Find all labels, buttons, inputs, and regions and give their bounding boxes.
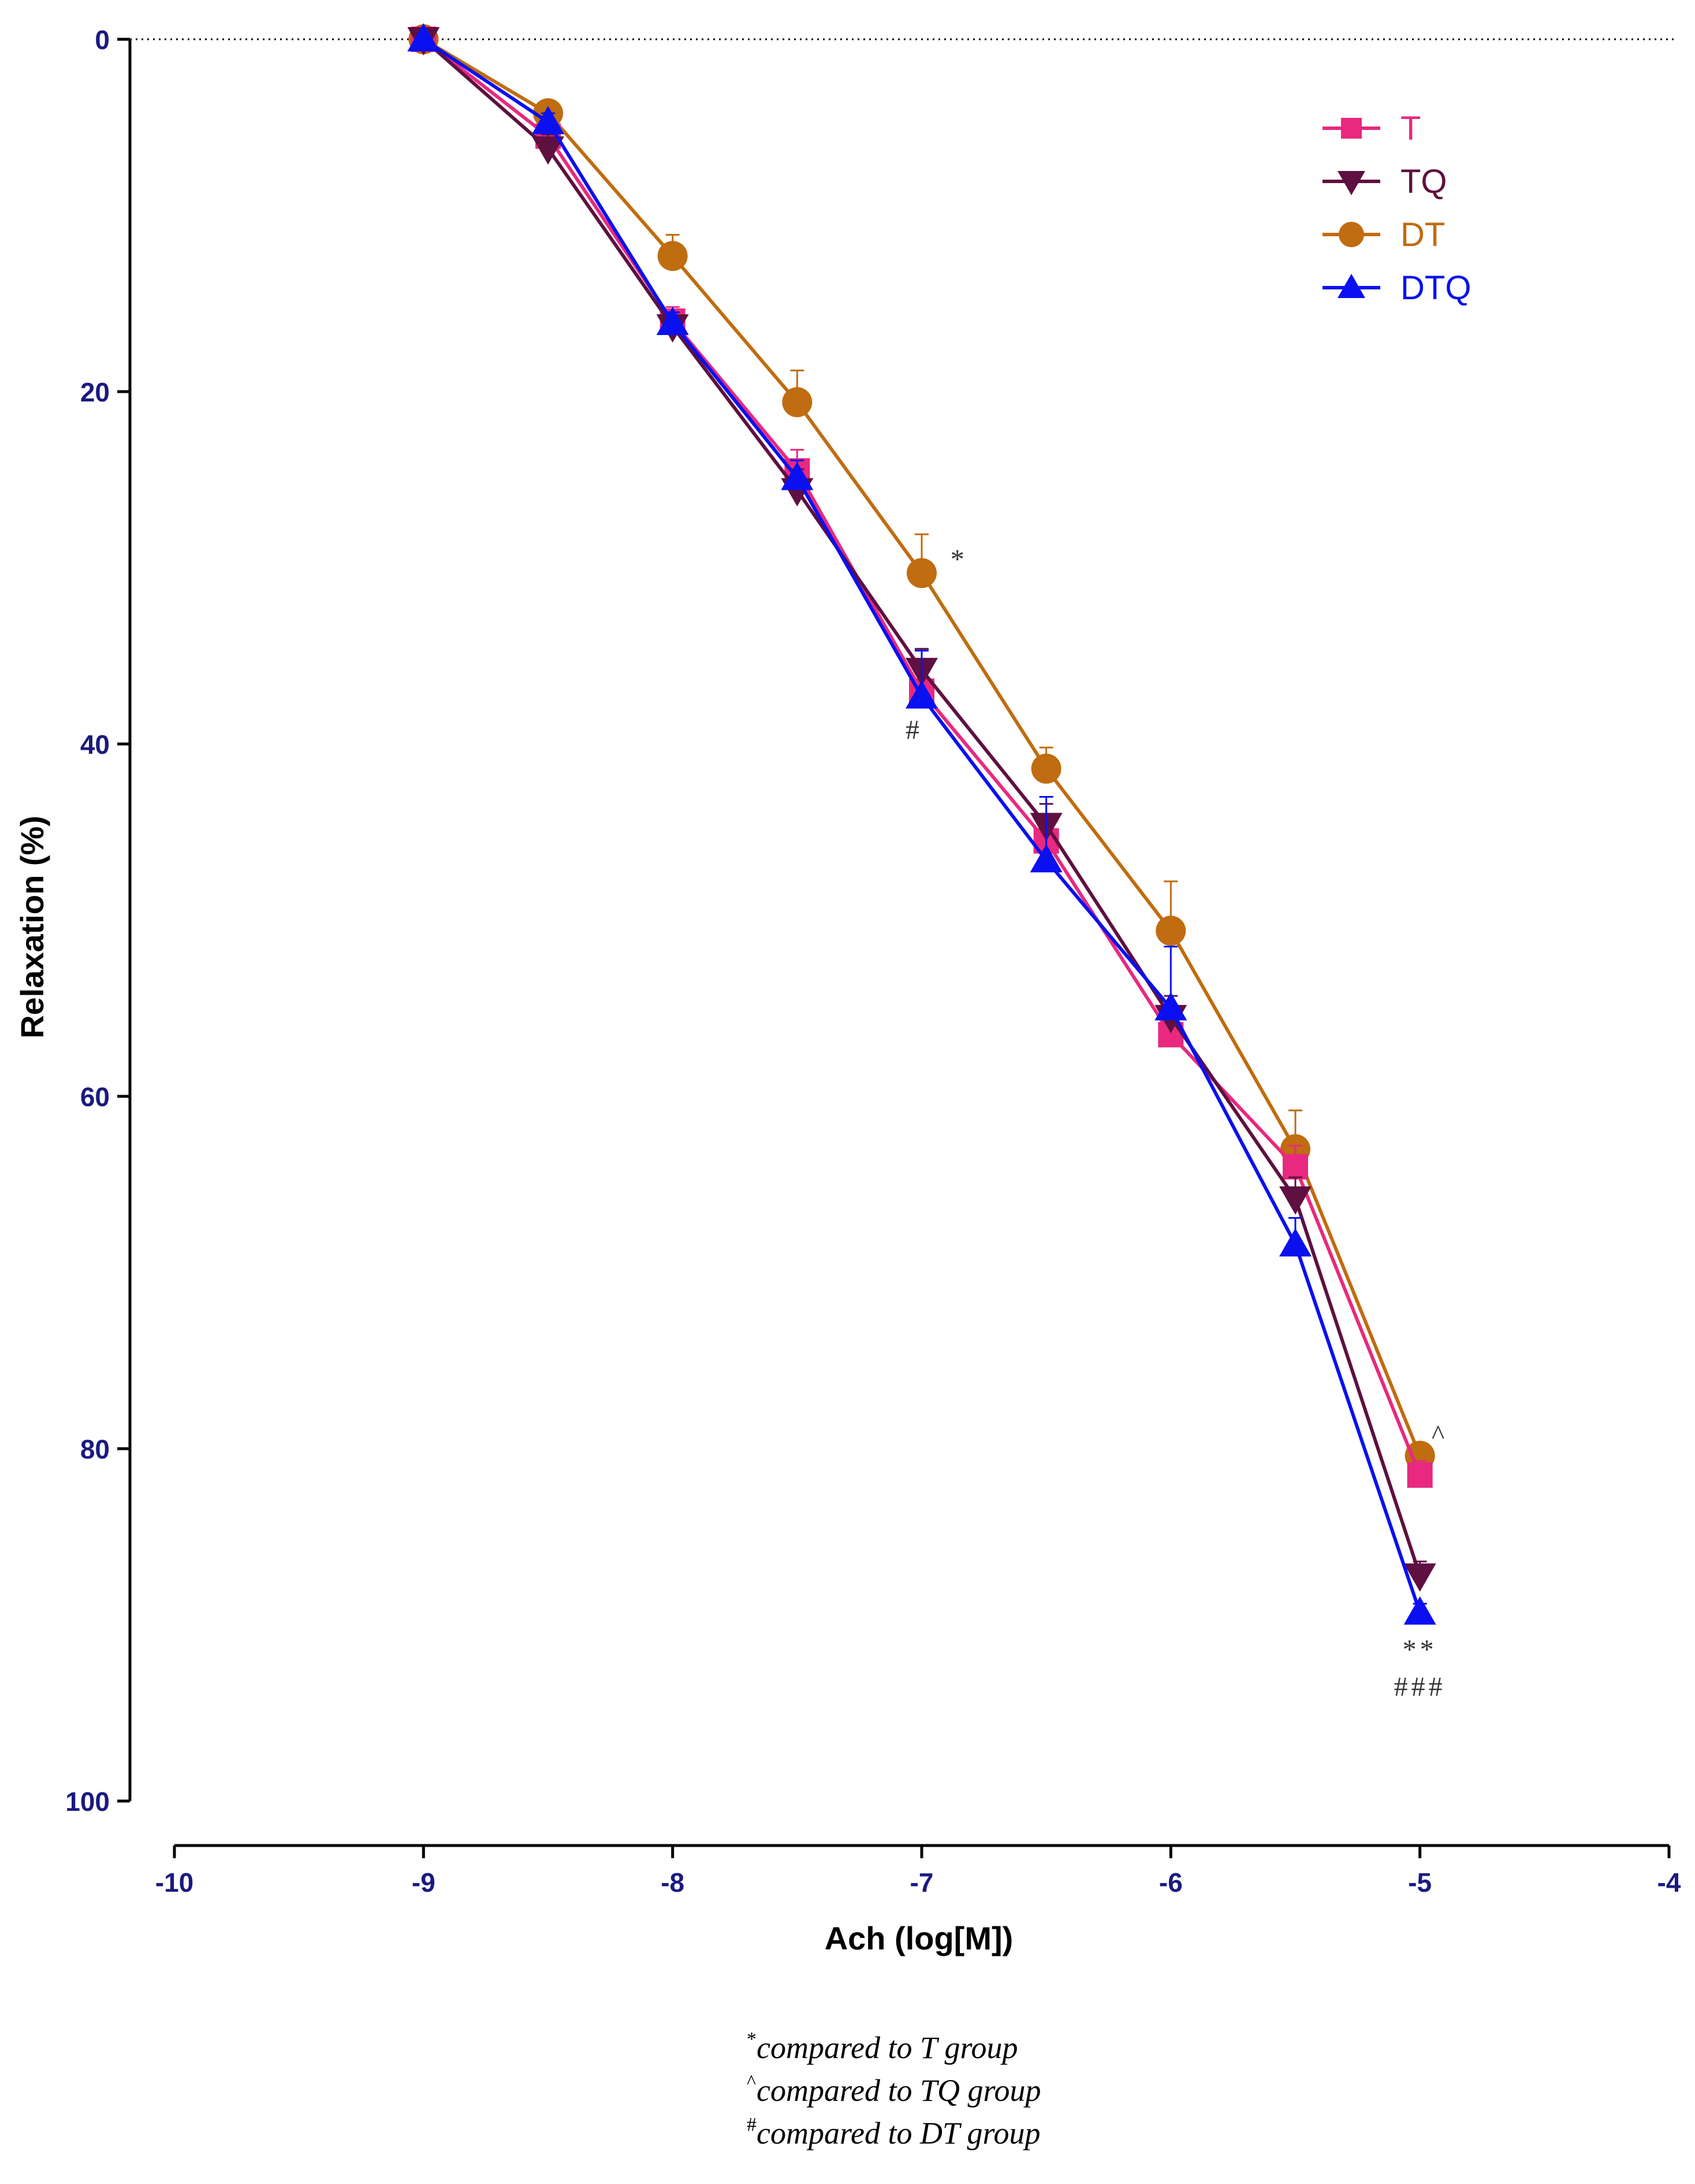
data-point bbox=[781, 462, 814, 490]
legend-label: T bbox=[1400, 110, 1421, 147]
data-point bbox=[532, 106, 564, 135]
data-point bbox=[1279, 1186, 1312, 1215]
y-axis-title: Relaxation (%) bbox=[14, 816, 50, 1039]
data-point bbox=[1283, 1154, 1308, 1180]
series-t bbox=[411, 27, 1433, 1488]
legend-label: DTQ bbox=[1400, 269, 1471, 307]
footnotes: * compared to T group^ compared to TQ grou… bbox=[747, 2029, 1041, 2150]
x-tick-label: -10 bbox=[155, 1867, 193, 1897]
significance-annotation: # bbox=[906, 715, 923, 746]
legend-marker bbox=[1339, 222, 1364, 247]
x-tick-label: -9 bbox=[412, 1867, 435, 1897]
legend-item-dt: DT bbox=[1323, 216, 1445, 254]
footnote-symbol: * bbox=[747, 2029, 757, 2050]
data-point bbox=[1156, 916, 1186, 946]
footnote-symbol: # bbox=[747, 2114, 757, 2135]
series-tq bbox=[407, 27, 1436, 1592]
legend: T TQ DT DTQ bbox=[1323, 110, 1471, 307]
y-tick-label: 80 bbox=[80, 1434, 110, 1464]
significance-annotation: ### bbox=[1394, 1672, 1446, 1702]
series-dtq bbox=[407, 23, 1436, 1625]
data-point bbox=[532, 136, 564, 165]
data-point bbox=[657, 241, 688, 271]
data-point bbox=[1279, 1228, 1312, 1257]
y-tick-label: 20 bbox=[80, 377, 110, 407]
data-point bbox=[1403, 1563, 1436, 1592]
data-point bbox=[906, 680, 938, 709]
legend-marker bbox=[1338, 274, 1365, 298]
series-layer bbox=[407, 23, 1436, 1625]
footnote: ^ compared to TQ group bbox=[747, 2071, 1041, 2108]
annotation-layer: * # ^ ** ### bbox=[906, 544, 1448, 1702]
data-point bbox=[1030, 844, 1063, 873]
data-point bbox=[907, 558, 937, 589]
x-tick-label: -5 bbox=[1408, 1867, 1432, 1897]
legend-marker bbox=[1341, 118, 1362, 139]
series-line bbox=[422, 38, 1422, 1476]
x-tick-label: -7 bbox=[910, 1867, 934, 1897]
data-point bbox=[1407, 1462, 1433, 1488]
footnote-symbol: ^ bbox=[747, 2071, 756, 2093]
legend-item-t: T bbox=[1323, 110, 1421, 147]
x-tick-label: -6 bbox=[1159, 1867, 1183, 1897]
legend-label: DT bbox=[1400, 216, 1445, 254]
y-tick-label: 60 bbox=[80, 1082, 110, 1112]
data-point bbox=[656, 307, 689, 336]
x-axis-title: Ach (log[M]) bbox=[825, 1920, 1014, 1956]
x-tick-label: -4 bbox=[1657, 1867, 1681, 1897]
legend-marker bbox=[1338, 171, 1365, 195]
y-tick-label: 100 bbox=[65, 1787, 110, 1817]
x-tick-label: -8 bbox=[661, 1867, 684, 1897]
footnote: * compared to T group bbox=[747, 2029, 1018, 2065]
legend-label: TQ bbox=[1400, 163, 1447, 200]
data-point bbox=[407, 23, 440, 51]
y-tick-label: 40 bbox=[80, 730, 110, 760]
data-point bbox=[1403, 1596, 1436, 1625]
data-point bbox=[1154, 992, 1187, 1021]
series-line bbox=[422, 38, 1422, 1457]
axes-group: 0 20 40 60 80 100 -10 -9 -8 -7 -6 -5 -4 bbox=[65, 25, 1681, 1897]
legend-item-dtq: DTQ bbox=[1323, 269, 1471, 307]
significance-annotation: ** bbox=[1403, 1635, 1437, 1665]
significance-annotation: ^ bbox=[1432, 1420, 1448, 1450]
footnote-text: compared to T group bbox=[757, 2030, 1018, 2065]
legend-item-tq: TQ bbox=[1323, 163, 1447, 200]
y-tick-label: 0 bbox=[95, 25, 110, 55]
footnote: # compared to DT group bbox=[747, 2114, 1041, 2150]
series-line bbox=[422, 38, 1422, 1613]
footnote-text: compared to TQ group bbox=[757, 2073, 1041, 2108]
data-point bbox=[782, 387, 813, 418]
significance-annotation: * bbox=[951, 544, 968, 575]
footnote-text: compared to DT group bbox=[757, 2116, 1041, 2150]
data-point bbox=[1031, 753, 1061, 784]
series-line bbox=[422, 38, 1422, 1576]
